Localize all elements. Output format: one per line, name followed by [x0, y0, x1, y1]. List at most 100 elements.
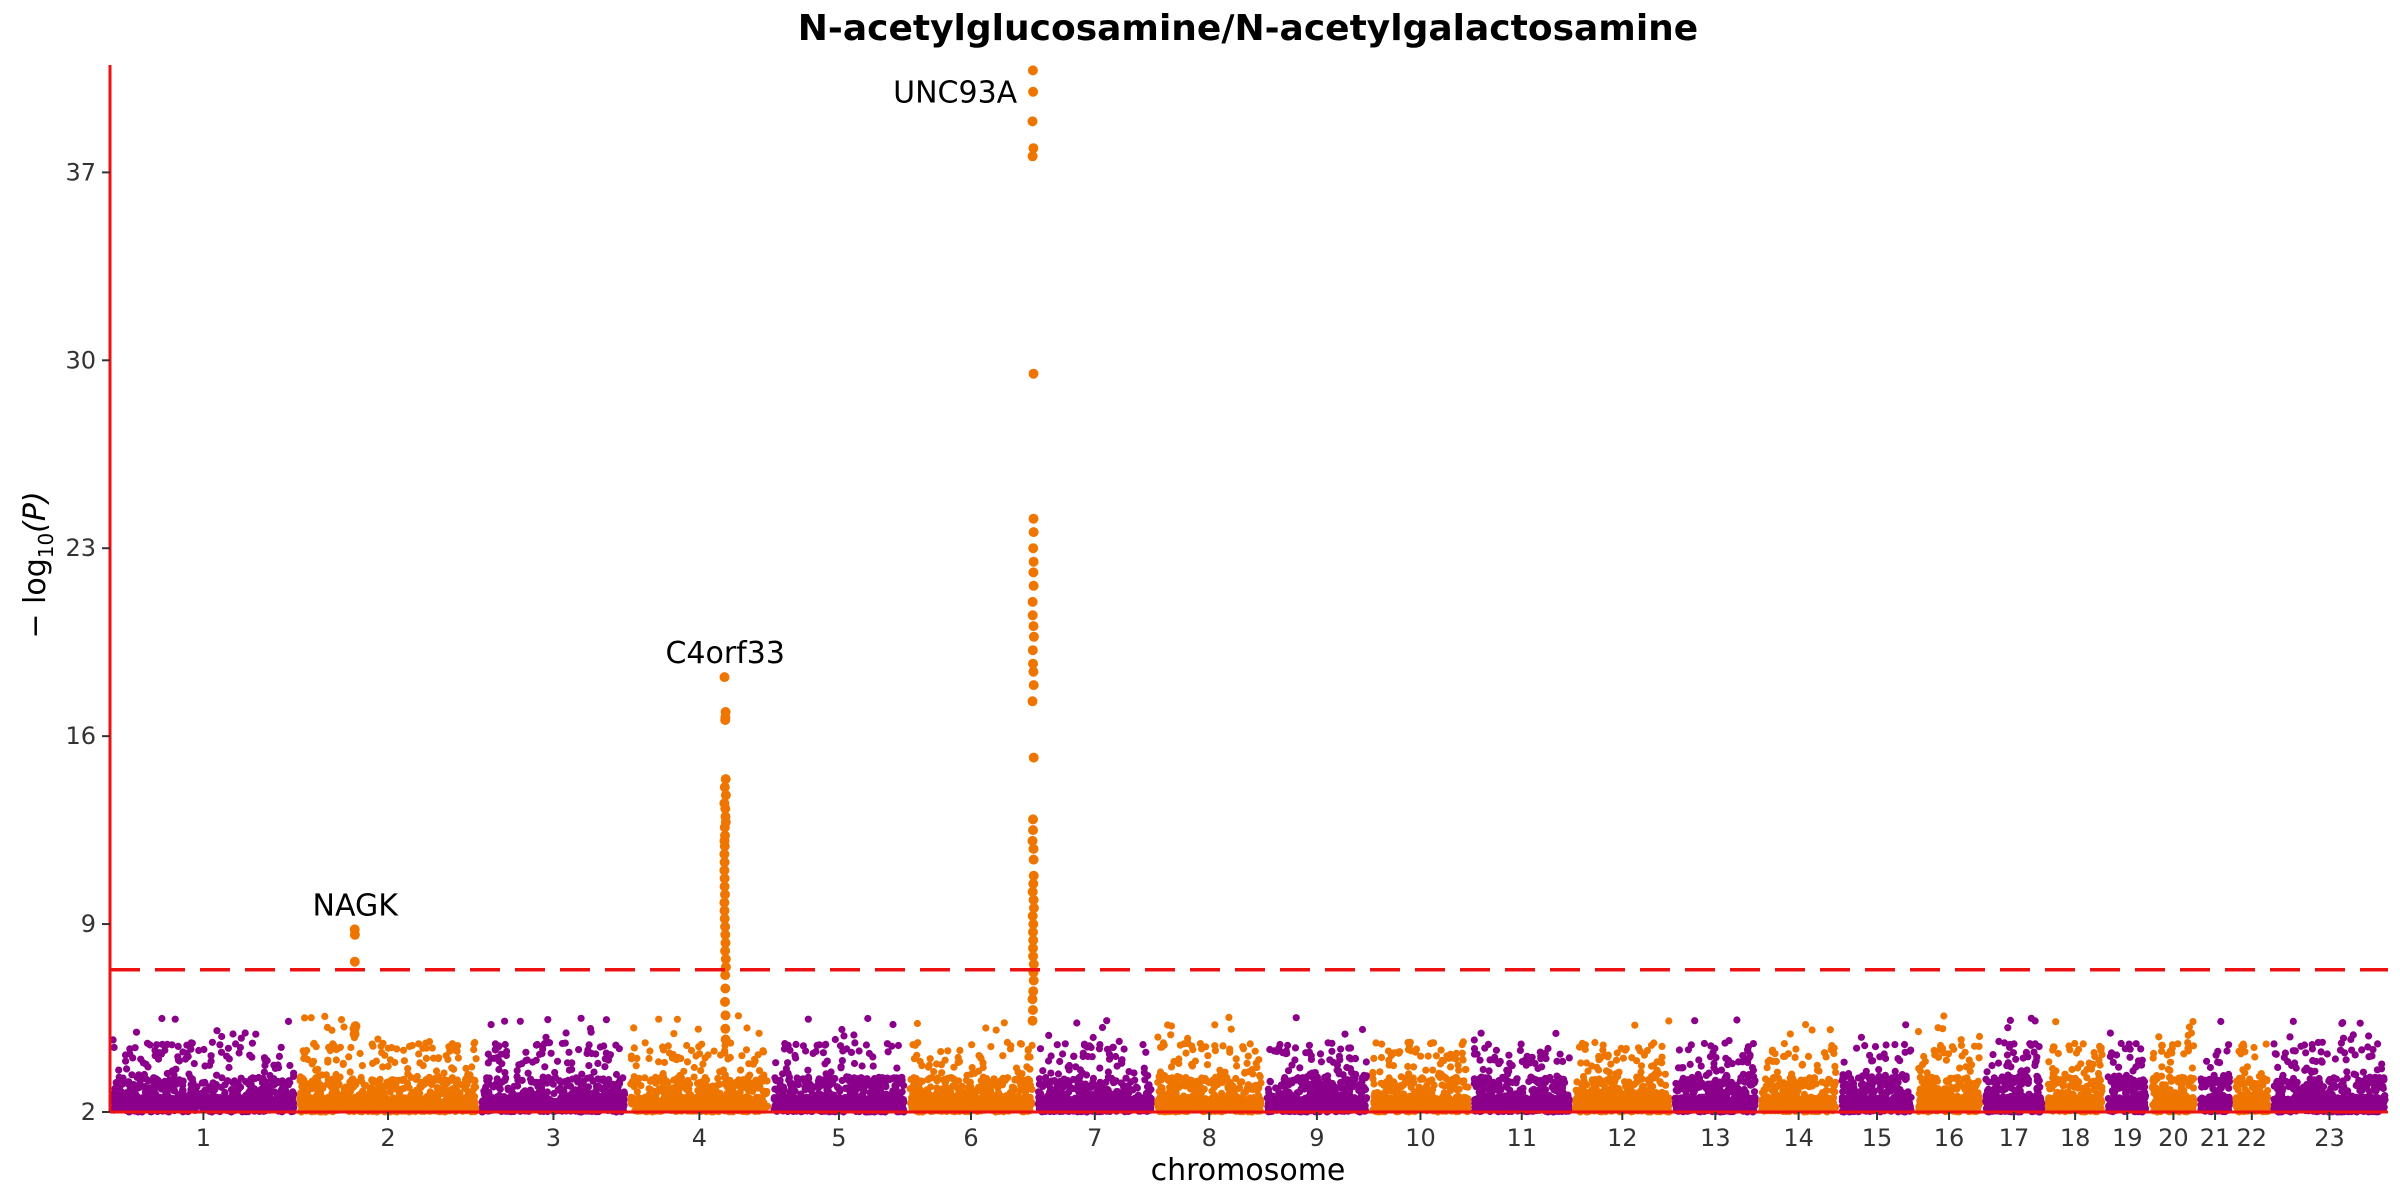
data-point [963, 1071, 971, 1079]
data-point [1017, 1081, 1025, 1089]
data-point [933, 1077, 941, 1085]
data-point [999, 1052, 1007, 1060]
data-point [324, 1056, 332, 1064]
data-point [346, 1087, 355, 1095]
data-point [217, 1048, 226, 1056]
data-point [495, 1042, 503, 1050]
data-point [858, 1092, 867, 1100]
data-point [562, 1029, 570, 1037]
data-point [144, 1063, 152, 1071]
data-point [270, 1101, 278, 1109]
data-point [1004, 1074, 1012, 1082]
data-point [139, 1103, 147, 1111]
data-point [213, 1027, 221, 1035]
data-point [501, 1040, 509, 1049]
data-point [274, 1077, 282, 1086]
data-point [348, 1102, 356, 1111]
data-point [518, 1076, 526, 1084]
data-point [743, 1024, 751, 1032]
data-point [655, 1015, 663, 1023]
data-point [968, 1041, 976, 1049]
data-point [135, 1071, 143, 1079]
data-point [195, 1046, 203, 1055]
data-point [407, 1073, 415, 1081]
data-point [674, 1053, 682, 1061]
data-point [734, 1012, 743, 1020]
data-point [144, 1088, 152, 1096]
data-point [216, 1041, 224, 1049]
data-point [213, 1071, 221, 1079]
data-point [1059, 1050, 1067, 1058]
data-point [442, 1077, 450, 1085]
data-point [704, 1098, 712, 1106]
data-point [596, 1096, 605, 1104]
data-point [749, 1087, 757, 1095]
data-point [267, 1094, 275, 1102]
data-point [415, 1040, 423, 1048]
data-point [869, 1083, 877, 1091]
data-point [290, 1072, 298, 1080]
data-point [541, 1063, 549, 1071]
data-point [630, 1024, 638, 1032]
data-point [448, 1074, 456, 1082]
data-point [393, 1045, 401, 1053]
data-point [218, 1098, 226, 1106]
data-point [673, 1015, 682, 1023]
data-point [416, 1089, 424, 1097]
data-point [122, 1057, 130, 1065]
data-point [129, 1054, 137, 1062]
data-point [489, 1083, 497, 1091]
data-point [115, 1066, 123, 1074]
data-point [419, 1062, 427, 1070]
data-point [450, 1065, 458, 1073]
data-point [875, 1094, 883, 1102]
data-point [337, 1016, 346, 1024]
data-point [144, 1077, 152, 1085]
data-point [462, 1064, 470, 1072]
data-point [539, 1045, 547, 1053]
data-point [284, 1102, 292, 1110]
data-point [557, 1078, 565, 1086]
data-point [460, 1097, 468, 1105]
data-point [694, 1025, 702, 1033]
data-point [627, 1052, 636, 1060]
data-point [853, 1102, 862, 1110]
data-point [339, 1059, 347, 1067]
data-point [821, 1060, 829, 1068]
data-point [1003, 1038, 1012, 1046]
data-point [759, 1087, 767, 1095]
data-point [237, 1034, 245, 1042]
data-point [471, 1038, 479, 1047]
data-point [400, 1057, 408, 1065]
data-point [573, 1089, 582, 1097]
data-point [836, 1087, 844, 1095]
data-point [646, 1047, 654, 1055]
data-point [174, 1042, 182, 1050]
data-point [894, 1041, 903, 1050]
data-point [602, 1016, 611, 1024]
data-point [1017, 1040, 1025, 1048]
data-point [893, 1064, 901, 1072]
data-point [201, 1078, 209, 1086]
data-point [218, 1032, 226, 1041]
data-point [608, 1097, 617, 1105]
data-point [759, 1074, 767, 1082]
chart-title: N-acetylglucosamine/N-acetylgalactosamin… [798, 8, 1698, 49]
data-point [792, 1054, 800, 1062]
data-point [501, 1017, 509, 1025]
data-point [194, 1093, 203, 1101]
data-point [271, 1064, 279, 1072]
data-point [259, 1097, 267, 1105]
data-point [781, 1040, 789, 1048]
data-point [655, 1058, 663, 1066]
data-point [869, 1062, 877, 1070]
data-point [522, 1103, 530, 1111]
data-point [883, 1040, 892, 1048]
data-point [987, 1043, 995, 1051]
data-point [1013, 1104, 1021, 1112]
data-point [133, 1101, 141, 1109]
data-point [601, 1088, 609, 1096]
data-point [986, 1095, 994, 1103]
data-point [356, 1049, 364, 1058]
